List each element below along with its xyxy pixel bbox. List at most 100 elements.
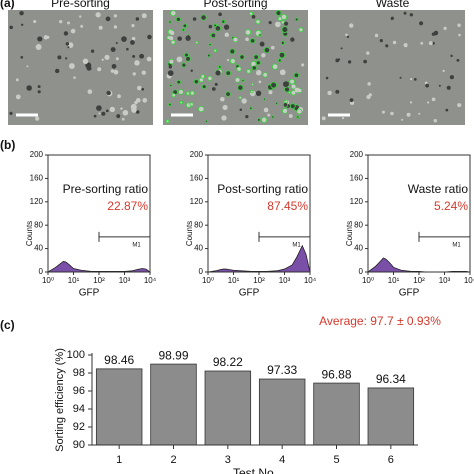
cell bbox=[121, 117, 125, 121]
cell bbox=[80, 24, 84, 28]
cell bbox=[325, 76, 329, 80]
gate bbox=[98, 231, 151, 242]
cell bbox=[67, 46, 70, 49]
bar bbox=[258, 378, 306, 446]
cell bbox=[367, 82, 371, 86]
cell bbox=[341, 116, 345, 120]
cell bbox=[366, 51, 370, 55]
cell bbox=[37, 36, 43, 42]
cell bbox=[9, 25, 13, 30]
cell bbox=[284, 86, 290, 93]
gate bbox=[258, 231, 311, 242]
cell bbox=[279, 69, 286, 76]
cell bbox=[277, 58, 282, 63]
x-axis-label: GFP bbox=[239, 288, 260, 299]
cell bbox=[136, 110, 140, 114]
cell bbox=[433, 118, 438, 123]
cell bbox=[135, 97, 141, 103]
y-tick-label: 80 bbox=[194, 220, 203, 229]
y-tick-label: 80 bbox=[354, 220, 363, 229]
cell bbox=[176, 56, 183, 63]
cell bbox=[294, 17, 299, 22]
cell bbox=[168, 103, 172, 107]
cell bbox=[456, 58, 460, 62]
cell bbox=[229, 58, 236, 65]
x-tick-label: 3 bbox=[225, 454, 231, 466]
cell bbox=[280, 20, 285, 25]
y-tick-label: 0 bbox=[359, 267, 364, 276]
cell bbox=[106, 90, 111, 96]
value-label: 98.46 bbox=[104, 353, 134, 367]
y-tick-label: 80 bbox=[34, 220, 43, 229]
cell bbox=[288, 114, 293, 118]
cell bbox=[141, 87, 145, 91]
cell bbox=[349, 98, 354, 103]
y-tick-label: 90 bbox=[73, 439, 85, 451]
y-axis-label: Counts bbox=[185, 221, 194, 246]
cell bbox=[457, 103, 462, 108]
cell bbox=[82, 58, 89, 65]
x-tick-label: 10³ bbox=[279, 276, 291, 285]
cell bbox=[282, 102, 289, 108]
y-tick-label: 120 bbox=[190, 197, 204, 206]
bar bbox=[367, 387, 415, 446]
cell bbox=[261, 53, 266, 58]
cell bbox=[363, 59, 367, 64]
y-tick-label: 120 bbox=[30, 197, 44, 206]
cell bbox=[15, 94, 21, 100]
cell bbox=[113, 25, 118, 29]
cell bbox=[438, 84, 441, 87]
cell bbox=[170, 39, 176, 45]
cell bbox=[403, 43, 408, 48]
cell bbox=[237, 84, 244, 91]
y-tick-label: 94 bbox=[73, 403, 85, 415]
cell bbox=[218, 12, 222, 17]
y-tick-label: 100 bbox=[67, 349, 85, 361]
cell bbox=[257, 118, 261, 122]
cell bbox=[115, 41, 118, 45]
cell bbox=[19, 10, 24, 16]
cell bbox=[251, 14, 256, 19]
cell bbox=[105, 16, 111, 22]
cell bbox=[251, 82, 255, 86]
cell bbox=[181, 28, 185, 32]
value-label: 96.88 bbox=[321, 367, 351, 381]
cell bbox=[189, 90, 195, 96]
cell bbox=[275, 21, 281, 28]
cell bbox=[413, 78, 417, 81]
cell bbox=[258, 80, 262, 84]
x-tick-label: 10³ bbox=[439, 276, 451, 285]
cell bbox=[207, 53, 211, 58]
cell bbox=[251, 94, 254, 97]
micrograph bbox=[8, 10, 153, 125]
cell bbox=[168, 65, 173, 69]
cell bbox=[255, 69, 262, 76]
cell bbox=[134, 100, 138, 105]
x-tick-label: 5 bbox=[333, 454, 339, 466]
cell bbox=[457, 23, 461, 28]
x-tick-label: 10⁴ bbox=[144, 276, 157, 285]
cell bbox=[221, 115, 227, 121]
y-tick-label: 160 bbox=[30, 174, 44, 183]
cell bbox=[208, 43, 212, 47]
cell bbox=[141, 13, 147, 19]
histogram-area bbox=[366, 257, 471, 273]
y-tick-label: 160 bbox=[350, 174, 364, 183]
ratio-value: 5.24% bbox=[434, 199, 468, 213]
panel-label: (c) bbox=[0, 318, 15, 332]
cell bbox=[374, 33, 379, 38]
axes bbox=[91, 353, 418, 446]
cell bbox=[214, 25, 221, 32]
cell bbox=[201, 84, 207, 89]
y-tick-label: 40 bbox=[354, 244, 363, 253]
x-tick-label: 10⁰ bbox=[202, 276, 214, 285]
cell bbox=[207, 75, 213, 81]
cell bbox=[229, 48, 236, 55]
cell bbox=[442, 69, 445, 73]
cell bbox=[298, 27, 304, 33]
ratio-title: Waste ratio bbox=[408, 182, 469, 196]
cell bbox=[132, 72, 136, 76]
cell bbox=[121, 36, 127, 42]
cell bbox=[284, 21, 289, 26]
cell bbox=[249, 106, 253, 110]
